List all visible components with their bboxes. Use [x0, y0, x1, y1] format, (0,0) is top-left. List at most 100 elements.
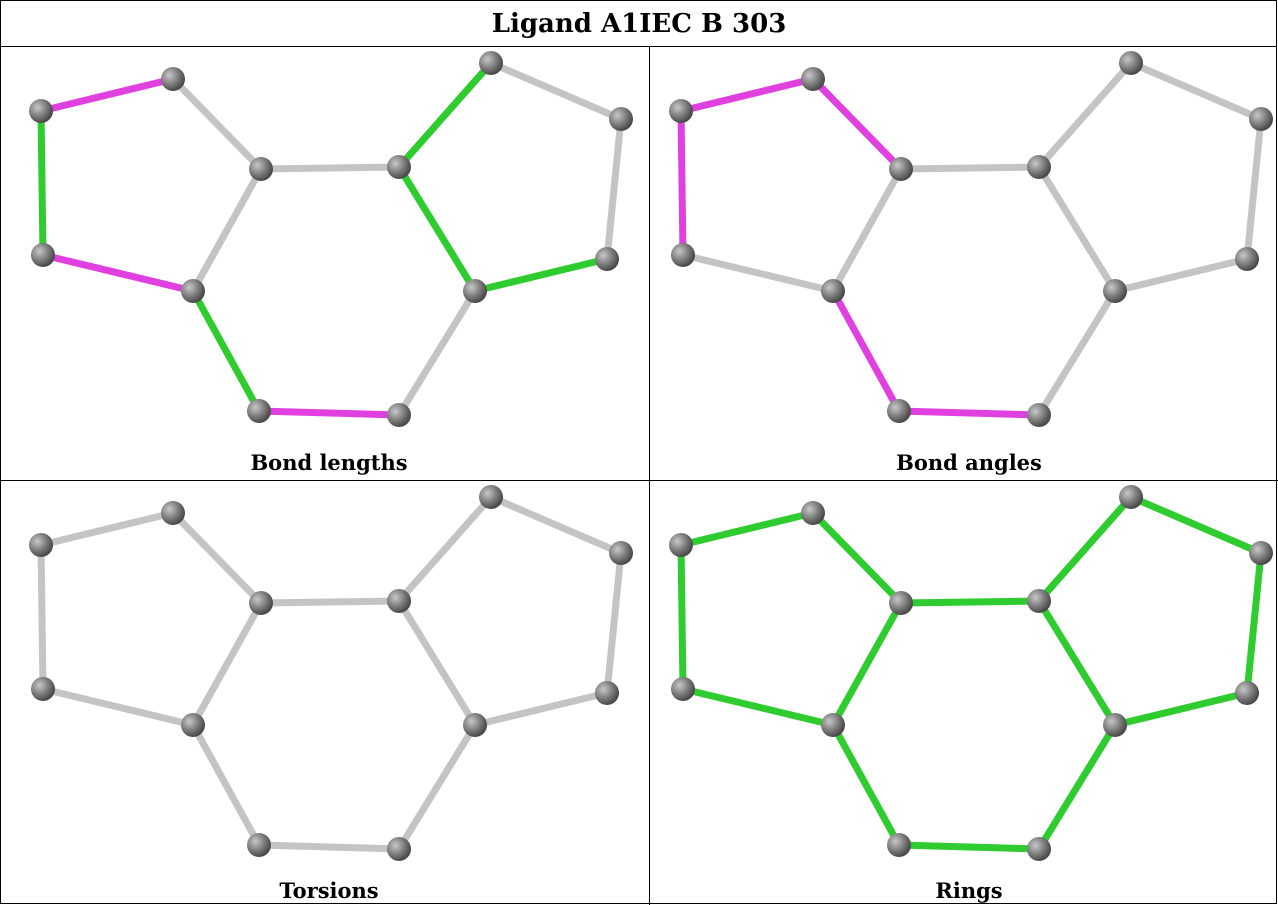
bond-0-11: [37, 107, 47, 259]
atom-1: [801, 67, 825, 91]
atom-2: [889, 157, 913, 181]
atom-5: [609, 107, 633, 131]
atom-11: [31, 243, 55, 267]
atom-10: [821, 279, 845, 303]
bond-10-9: [189, 287, 263, 415]
bond-0-11: [677, 541, 687, 693]
bond-4-5: [1127, 59, 1265, 123]
atom-6: [1235, 681, 1259, 705]
atom-6: [1235, 247, 1259, 271]
bond-7-6: [471, 689, 611, 729]
bond-2-3: [257, 163, 403, 173]
bond-8-7: [395, 287, 479, 419]
molecule-torsions: [29, 485, 633, 861]
atom-4: [479, 51, 503, 75]
molecule-bond-angles: [669, 51, 1273, 427]
atom-8: [1027, 837, 1051, 861]
bond-3-4: [395, 493, 495, 605]
bond-11-10: [39, 251, 197, 295]
atom-8: [387, 837, 411, 861]
bond-3-4: [1035, 59, 1135, 171]
atom-5: [1249, 107, 1273, 131]
atom-1: [801, 501, 825, 525]
bond-7-6: [471, 255, 611, 295]
bond-3-7: [1035, 163, 1119, 295]
bond-10-9: [189, 721, 263, 849]
atom-11: [671, 677, 695, 701]
panel-bond-angles: [649, 49, 1278, 439]
bond-2-10: [189, 599, 265, 729]
bond-2-3: [897, 597, 1043, 607]
bond-2-10: [829, 165, 905, 295]
bond-1-2: [169, 509, 265, 607]
bond-4-5: [1127, 493, 1265, 557]
bond-10-9: [829, 721, 903, 849]
bond-1-2: [809, 509, 905, 607]
bond-3-7: [1035, 597, 1119, 729]
bond-3-4: [395, 59, 495, 171]
bond-10-9: [829, 287, 903, 415]
bond-0-1: [37, 75, 177, 115]
atom-2: [249, 591, 273, 615]
bond-5-6: [603, 549, 625, 697]
bond-9-8: [255, 407, 403, 419]
atom-7: [1103, 713, 1127, 737]
atom-7: [463, 279, 487, 303]
bond-8-7: [395, 721, 479, 853]
bond-0-1: [677, 509, 817, 549]
row-divider: [1, 480, 1278, 481]
atom-7: [463, 713, 487, 737]
caption-rings: Rings: [935, 878, 1003, 903]
bond-8-7: [1035, 721, 1119, 853]
bond-0-11: [677, 107, 687, 259]
atom-8: [387, 403, 411, 427]
figure-title: Ligand A1IEC B 303: [1, 1, 1277, 47]
atom-6: [595, 247, 619, 271]
panel-rings: [649, 483, 1278, 873]
caption-bond-lengths: Bond lengths: [250, 450, 408, 475]
atom-0: [29, 533, 53, 557]
bond-3-7: [395, 597, 479, 729]
bond-7-6: [1111, 255, 1251, 295]
atom-10: [821, 713, 845, 737]
bond-9-8: [895, 841, 1043, 853]
atom-10: [181, 279, 205, 303]
bond-11-10: [39, 685, 197, 729]
bond-4-5: [487, 59, 625, 123]
atom-0: [29, 99, 53, 123]
column-divider: [649, 46, 650, 905]
bond-9-8: [255, 841, 403, 853]
bond-7-6: [1111, 689, 1251, 729]
caption-torsions: Torsions: [279, 878, 379, 903]
atom-9: [887, 833, 911, 857]
panel-bond-lengths: [9, 49, 649, 439]
bond-2-10: [829, 599, 905, 729]
atom-4: [1119, 51, 1143, 75]
atom-1: [161, 67, 185, 91]
bond-2-10: [189, 165, 265, 295]
bond-2-3: [257, 597, 403, 607]
atom-9: [247, 399, 271, 423]
atom-3: [1027, 155, 1051, 179]
bond-9-8: [895, 407, 1043, 419]
atom-6: [595, 681, 619, 705]
atom-8: [1027, 403, 1051, 427]
atom-3: [1027, 589, 1051, 613]
bond-11-10: [679, 685, 837, 729]
atom-4: [479, 485, 503, 509]
atom-11: [671, 243, 695, 267]
bond-11-10: [679, 251, 837, 295]
atom-9: [247, 833, 271, 857]
atom-9: [887, 399, 911, 423]
bond-4-5: [487, 493, 625, 557]
bond-0-1: [677, 75, 817, 115]
bond-8-7: [1035, 287, 1119, 419]
bond-5-6: [1243, 549, 1265, 697]
atom-0: [669, 533, 693, 557]
molecule-bond-lengths: [29, 51, 633, 427]
panel-torsions: [9, 483, 649, 873]
bond-0-11: [37, 541, 47, 693]
atom-3: [387, 155, 411, 179]
atom-1: [161, 501, 185, 525]
